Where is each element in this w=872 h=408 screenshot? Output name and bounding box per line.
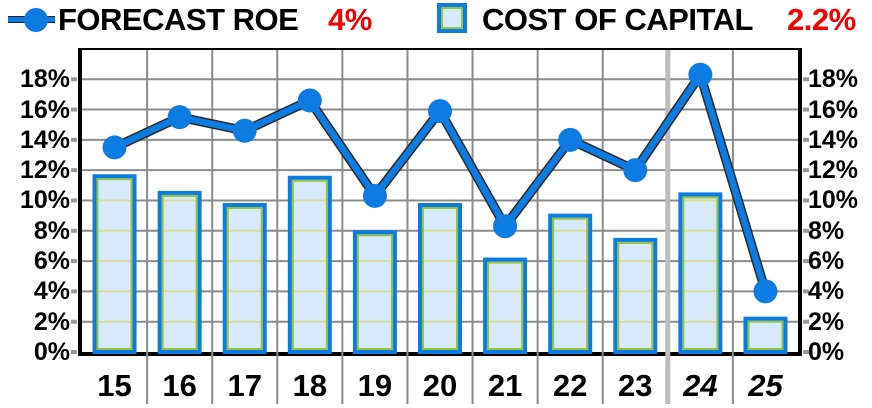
y-label-right-0%: 0% (808, 338, 845, 366)
bar-23-inner-border (617, 241, 654, 350)
y-label-left-0%: 0% (33, 338, 70, 366)
bar-15-border (92, 174, 137, 354)
bar-16-border (157, 190, 202, 354)
line-marker-dot-icon (24, 8, 48, 32)
bar-20-inner-border (422, 207, 458, 350)
bar-20 (420, 205, 460, 352)
bar-17 (224, 205, 265, 352)
chart-svg (71, 50, 809, 404)
bar-24 (680, 194, 721, 352)
marker-21 (493, 214, 518, 239)
bar-18 (289, 177, 330, 352)
bar-19-inner-border (356, 234, 393, 350)
bar-23-border (613, 237, 658, 354)
y-label-right-18%: 18% (808, 65, 859, 94)
y-label-right-10%: 10% (808, 186, 859, 215)
marker-17 (232, 118, 257, 143)
bar-25-border (743, 316, 788, 355)
bar-16-inner-border (161, 194, 198, 350)
x-label-20: 20 (422, 368, 458, 403)
marker-20 (428, 99, 452, 124)
bar-25 (745, 318, 786, 352)
y-label-left-12%: 12% (19, 156, 70, 185)
x-label-18: 18 (292, 368, 328, 403)
x-label-19: 19 (357, 368, 393, 403)
y-label-left-4%: 4% (33, 277, 70, 306)
y-label-right-14%: 14% (808, 125, 859, 154)
bar-series-legend-swatch (437, 3, 467, 33)
x-label-15: 15 (97, 368, 132, 403)
y-label-left-6%: 6% (33, 247, 70, 276)
legend-roe-label: FORECAST ROE (58, 2, 299, 37)
bar-24-border (678, 192, 723, 354)
y-label-right-8%: 8% (808, 216, 845, 245)
bar-18-inner-border (291, 179, 328, 350)
legend-coc-value: 2.2% (787, 2, 856, 37)
bar-19-border (352, 230, 397, 354)
marker-19 (362, 183, 387, 208)
legend: FORECAST ROE 4% COST OF CAPITAL 2.2% (0, 0, 872, 48)
x-label-23: 23 (618, 368, 653, 403)
bar-17-inner-border (226, 207, 263, 350)
marker-25 (753, 279, 778, 304)
x-label-25: 25 (748, 368, 783, 403)
marker-15 (102, 135, 127, 160)
x-label-22: 22 (552, 368, 588, 403)
bar-22 (550, 215, 591, 352)
bar-21-inner-border (487, 261, 524, 350)
y-label-right-6%: 6% (808, 247, 845, 276)
marker-18 (297, 88, 322, 113)
y-label-right-2%: 2% (808, 307, 845, 336)
bar-15-inner-border (96, 178, 133, 350)
bar-22-inner-border (552, 217, 589, 350)
plot-area (71, 48, 809, 404)
x-label-21: 21 (487, 368, 523, 403)
bar-21 (485, 259, 526, 352)
x-label-24: 24 (683, 368, 718, 403)
y-label-left-18%: 18% (19, 65, 70, 94)
y-label-left-14%: 14% (19, 125, 70, 154)
y-label-right-16%: 16% (808, 95, 859, 124)
y-label-left-16%: 16% (19, 95, 70, 124)
bar-15 (94, 176, 135, 352)
bar-25-inner-border (747, 320, 784, 351)
y-label-right-4%: 4% (808, 277, 845, 306)
y-label-left-10%: 10% (19, 186, 70, 215)
y-label-left-8%: 8% (33, 216, 70, 245)
bar-21-border (483, 257, 528, 354)
bar-24-inner-border (682, 196, 719, 350)
x-label-17: 17 (227, 368, 262, 403)
x-label-16: 16 (162, 368, 197, 403)
bar-22-border (548, 213, 593, 354)
legend-coc-label: COST OF CAPITAL (482, 2, 753, 37)
bar-18-border (287, 175, 332, 354)
y-label-left-2%: 2% (33, 307, 70, 336)
bar-17-border (222, 203, 267, 354)
marker-23 (623, 158, 648, 183)
bar-16 (159, 192, 200, 352)
marker-16 (167, 105, 192, 130)
marker-24 (688, 62, 713, 87)
legend-roe-value: 4% (328, 2, 372, 37)
bar-20-border (418, 203, 462, 354)
marker-22 (558, 127, 583, 152)
bar-23 (615, 239, 656, 352)
y-label-right-12%: 12% (808, 156, 859, 185)
